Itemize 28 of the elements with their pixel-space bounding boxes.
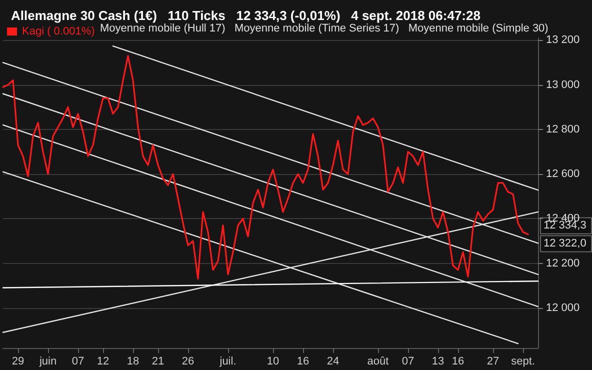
x-tick-label: 18 [126,356,140,368]
chart-title: Allemagne 30 Cash (1€) 110 Ticks 12 334,3 (-0,01%) 4 sept. 2018 06:47:28 [11,8,480,23]
y-tick-label: 13 200 [546,34,580,46]
text: 12 322,0 [544,237,586,250]
y-tick-label: 12 800 [546,123,580,136]
y-tick-label: 12 600 [546,168,580,180]
y-tick-label: 13 000 [546,78,580,91]
x-tick-label: 13 [432,356,444,368]
x-tick-label: 16 [296,356,310,368]
x-tick-label: 26 [182,356,194,368]
x-tick-label: 24 [326,356,340,368]
chart-subtitle: Moyenne mobile (Hull 17) Moyenne mobile (Time Series 17) Moyenne mobile (Simple 30) [100,22,548,34]
x-tick-label: sept. [511,356,535,368]
x-tick-label: juil. [218,356,236,368]
line-series [2,55,529,280]
y-tick-label: 12 200 [546,257,580,270]
x-tick-label: 29 [12,356,24,368]
x-tick-label: 21 [152,356,164,368]
x-tick-label: 16 [452,356,464,368]
x-tick-label: 07 [72,356,84,368]
x-tick-label: 27 [486,356,500,368]
x-tick-label: 10 [266,356,280,368]
x-tick-label: 07 [402,356,414,368]
x-tick-label: août [367,356,389,368]
y-tick-label: 12 000 [546,302,580,314]
legend-label: Kagi ( 0.001%) [22,26,95,38]
x-tick-label: 12 [96,356,110,368]
x-tick-label: juin [38,356,57,368]
